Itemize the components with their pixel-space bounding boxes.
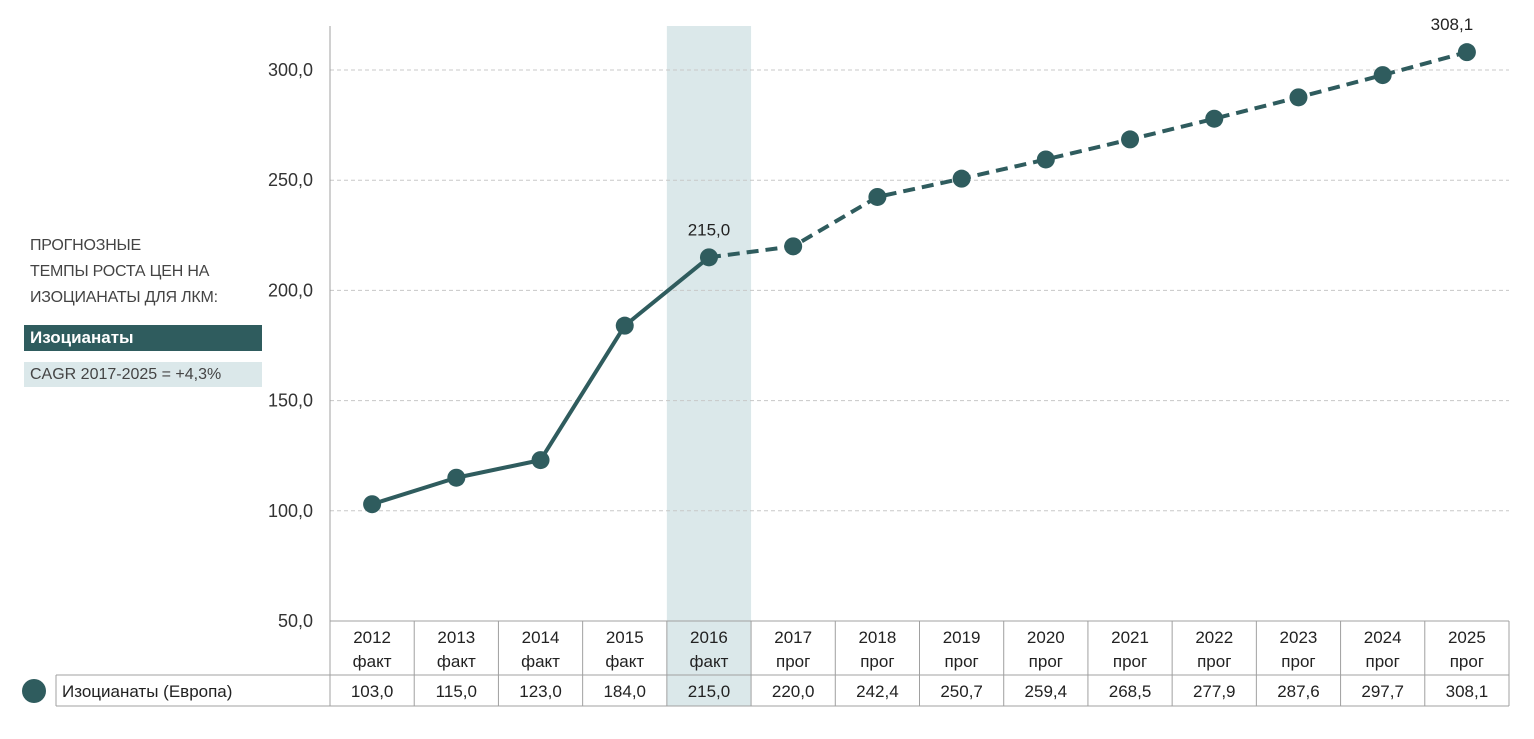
data-point [531, 451, 550, 470]
table-value-cell: 184,0 [603, 682, 646, 701]
y-tick-label: 200,0 [268, 280, 313, 300]
x-tick-label: 2019 [943, 628, 981, 647]
x-tick-label: 2013 [437, 628, 475, 647]
x-tick-label: 2023 [1280, 628, 1318, 647]
data-point [784, 237, 803, 256]
table-value-cell: 287,6 [1277, 682, 1320, 701]
x-tick-label: 2017 [774, 628, 812, 647]
x-tick-sublabel: прог [944, 652, 978, 671]
y-tick-label: 300,0 [268, 60, 313, 80]
x-tick-sublabel: факт [690, 652, 729, 671]
data-label: 215,0 [688, 220, 731, 239]
legend-marker-icon [22, 679, 46, 703]
data-point [1373, 66, 1392, 85]
forecast-note-line-1: ПРОГНОЗНЫЕ [30, 237, 141, 254]
table-value-cell: 268,5 [1109, 682, 1152, 701]
data-point [363, 495, 382, 514]
series-title-box: Изоцианаты [24, 325, 262, 351]
table-value-cell: 242,4 [856, 682, 899, 701]
x-tick-sublabel: прог [1197, 652, 1231, 671]
table-value-cell: 259,4 [1025, 682, 1068, 701]
x-tick-label: 2014 [522, 628, 560, 647]
x-tick-sublabel: факт [605, 652, 644, 671]
table-value-cell: 297,7 [1361, 682, 1404, 701]
legend-series-name: Изоцианаты (Европа) [62, 682, 232, 701]
x-tick-label: 2021 [1111, 628, 1149, 647]
data-point [952, 169, 971, 188]
y-tick-label: 100,0 [268, 501, 313, 521]
forecast-note-line-2: ТЕМПЫ РОСТА ЦЕН НА [30, 263, 210, 280]
data-point [1036, 150, 1055, 169]
x-tick-label: 2022 [1195, 628, 1233, 647]
highlight-band [666, 26, 752, 706]
data-point [447, 468, 466, 487]
x-tick-sublabel: прог [1281, 652, 1315, 671]
x-tick-sublabel: прог [1029, 652, 1063, 671]
data-point [1121, 130, 1140, 149]
x-tick-sublabel: факт [437, 652, 476, 671]
data-point [868, 187, 887, 206]
y-tick-label: 50,0 [278, 611, 313, 631]
data-point [1457, 43, 1476, 62]
y-tick-label: 250,0 [268, 170, 313, 190]
table-value-cell: 308,1 [1446, 682, 1489, 701]
x-tick-sublabel: прог [1450, 652, 1484, 671]
table-value-cell: 250,7 [940, 682, 983, 701]
forecast-note: ПРОГНОЗНЫЕ ТЕМПЫ РОСТА ЦЕН НА ИЗОЦИАНАТЫ… [30, 233, 260, 311]
data-label: 308,1 [1431, 15, 1474, 34]
x-tick-label: 2020 [1027, 628, 1065, 647]
x-tick-label: 2012 [353, 628, 391, 647]
y-tick-label: 150,0 [268, 391, 313, 411]
x-tick-sublabel: факт [353, 652, 392, 671]
forecast-note-line-3: ИЗОЦИАНАТЫ ДЛЯ ЛКМ: [30, 289, 218, 306]
x-tick-label: 2015 [606, 628, 644, 647]
x-tick-label: 2024 [1364, 628, 1402, 647]
data-point [1205, 109, 1224, 128]
x-tick-label: 2016 [690, 628, 728, 647]
data-point [615, 316, 634, 335]
table-value-cell: 215,0 [688, 682, 731, 701]
cagr-box: CAGR 2017-2025 = +4,3% [24, 362, 262, 387]
table-value-cell: 115,0 [436, 682, 477, 701]
series-line-forecast [708, 50, 1468, 260]
x-tick-sublabel: факт [521, 652, 560, 671]
table-value-cell: 220,0 [772, 682, 815, 701]
x-tick-sublabel: прог [860, 652, 894, 671]
x-tick-sublabel: прог [1113, 652, 1147, 671]
table-value-cell: 123,0 [519, 682, 562, 701]
x-tick-label: 2018 [858, 628, 896, 647]
x-tick-label: 2025 [1448, 628, 1486, 647]
table-value-cell: 103,0 [351, 682, 394, 701]
x-tick-sublabel: прог [776, 652, 810, 671]
x-tick-sublabel: прог [1366, 652, 1400, 671]
table-value-cell: 277,9 [1193, 682, 1236, 701]
data-point [1289, 88, 1308, 107]
data-point [699, 248, 718, 267]
